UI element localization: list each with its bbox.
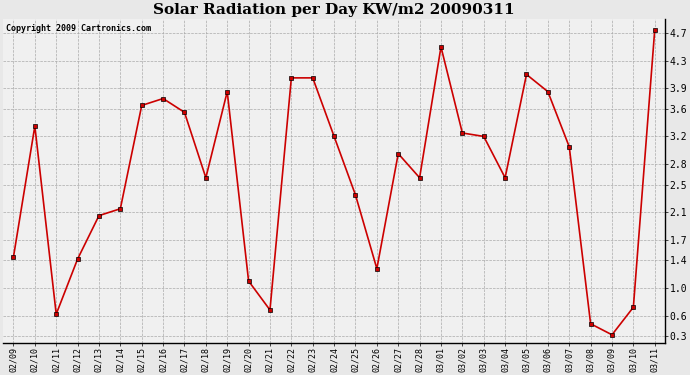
Title: Solar Radiation per Day KW/m2 20090311: Solar Radiation per Day KW/m2 20090311 [153,3,515,17]
Text: Copyright 2009 Cartronics.com: Copyright 2009 Cartronics.com [6,24,151,33]
